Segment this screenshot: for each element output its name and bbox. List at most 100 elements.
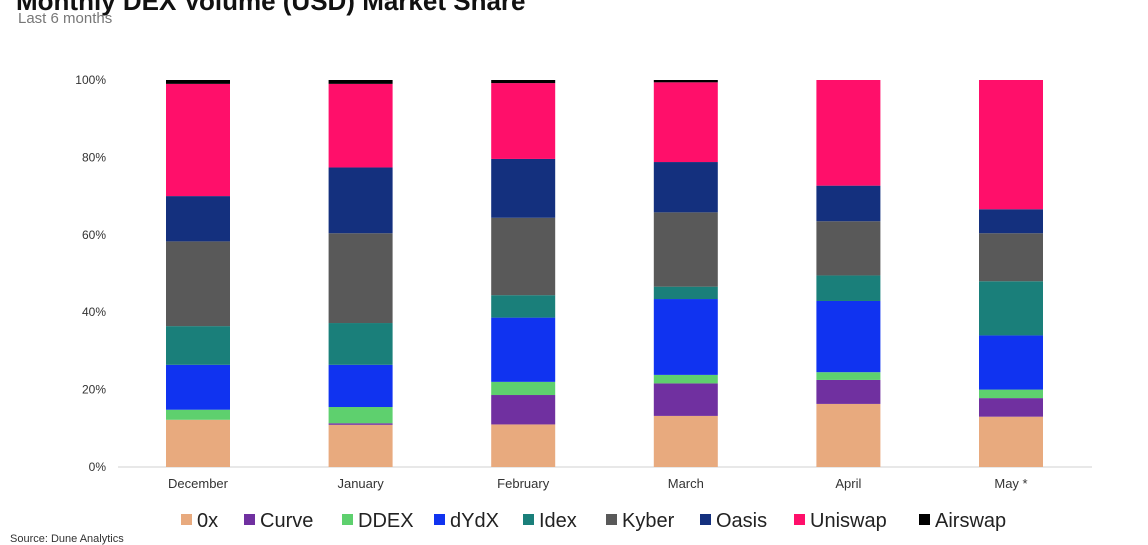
bar-segment-0x [491,424,556,467]
x-tick-label: January [337,476,384,491]
legend-label: 0x [197,510,218,532]
y-tick-label: 100% [75,73,106,87]
bar-segment-kyber [653,212,718,287]
legend: 0x Curve DDEX dYdX Idex Kyber Oasis Uniswap Airs… [181,510,1006,532]
bar-segment-airswap [653,80,718,83]
y-tick-label: 20% [82,383,106,397]
bar-segment-curve [653,383,718,416]
legend-swatch [794,514,805,525]
bar-segment-kyber [166,241,230,327]
legend-item: Idex [523,510,577,532]
legend-item: Oasis [700,510,767,532]
legend-label: Airswap [935,510,1006,532]
legend-label: Uniswap [810,510,887,532]
legend-swatch [606,514,617,525]
bar-segment-oasis [491,158,556,218]
legend-label: DDEX [358,510,414,532]
bar-segment-0x [328,424,393,467]
bar-segment-idex [816,275,881,301]
legend-swatch [700,514,711,525]
x-tick-label: February [497,476,550,491]
bar-segment-0x [816,403,881,467]
bar-segment-uniswap [328,83,393,168]
chart-title: Monthly DEX Volume (USD) Market Share [16,0,526,16]
y-tick-label: 80% [82,150,106,164]
legend-swatch [244,514,255,525]
source-note: Source: Dune Analytics [10,533,124,545]
bar-stack [816,80,881,467]
bar-segment-oasis [166,196,230,242]
legend-item: dYdX [434,510,499,532]
bar-segment-oasis [653,162,718,213]
legend-swatch [434,514,445,525]
bars [166,80,1043,467]
bar-segment-ddex [491,381,556,396]
legend-swatch [919,514,930,525]
bar-segment-airswap [166,80,230,84]
bar-segment-idex [328,323,393,365]
bar-segment-curve [816,379,881,404]
bar-segment-ddex [653,374,718,384]
bar-stack [653,80,718,467]
y-tick-label: 40% [82,305,106,319]
bar-segment-idex [166,326,230,365]
bar-segment-uniswap [979,80,1043,210]
legend-item: Kyber [606,510,675,532]
bar-segment-idex [979,281,1043,336]
bar-segment-uniswap [816,80,881,186]
legend-label: Kyber [622,510,675,532]
bar-segment-0x [166,419,230,467]
bar-segment-uniswap [491,83,556,159]
y-tick-label: 0% [89,460,107,474]
legend-item: Curve [244,510,313,532]
legend-swatch [342,514,353,525]
legend-label: Oasis [716,510,767,532]
bar-segment-kyber [979,233,1043,282]
bar-segment-idex [491,295,556,318]
bar-segment-kyber [816,221,881,276]
bar-segment-kyber [328,233,393,324]
bar-segment-ddex [166,409,230,420]
bar-segment-dydx [328,364,393,408]
bar-stack [491,80,556,467]
y-axis: 0% 20% 40% 60% 80% 100% [75,73,106,474]
bar-segment-idex [653,286,718,300]
bar-stack [166,80,230,467]
legend-item: Airswap [919,510,1006,532]
bar-segment-dydx [166,364,230,410]
bar-stack [328,80,393,467]
legend-label: Idex [539,510,577,532]
bar-segment-ddex [816,372,881,380]
bar-segment-dydx [816,300,881,373]
x-tick-label: March [668,476,704,491]
bar-segment-ddex [979,389,1043,399]
legend-item: Uniswap [794,510,887,532]
bar-segment-ddex [328,407,393,424]
x-tick-label: December [168,476,229,491]
legend-item: DDEX [342,510,414,532]
bar-segment-curve [491,395,556,425]
x-tick-label: April [835,476,861,491]
bar-segment-uniswap [653,82,718,163]
bar-segment-airswap [491,80,556,84]
x-axis: December January February March April May * [168,476,1028,491]
bar-segment-kyber [491,217,556,296]
legend-swatch [523,514,534,525]
bar-segment-oasis [816,185,881,222]
legend-label: Curve [260,510,313,532]
legend-item: 0x [181,510,218,532]
bar-segment-airswap [328,80,393,84]
chart-subtitle: Last 6 months [18,10,113,27]
bar-segment-oasis [328,167,393,234]
bar-segment-0x [653,415,718,467]
bar-segment-uniswap [166,83,230,197]
legend-swatch [181,514,192,525]
bar-segment-dydx [653,299,718,375]
bar-stack [979,80,1043,467]
x-tick-label: May * [994,476,1027,491]
bar-segment-dydx [491,317,556,382]
y-tick-label: 60% [82,228,106,242]
bar-segment-0x [979,416,1043,467]
bar-segment-oasis [979,209,1043,234]
